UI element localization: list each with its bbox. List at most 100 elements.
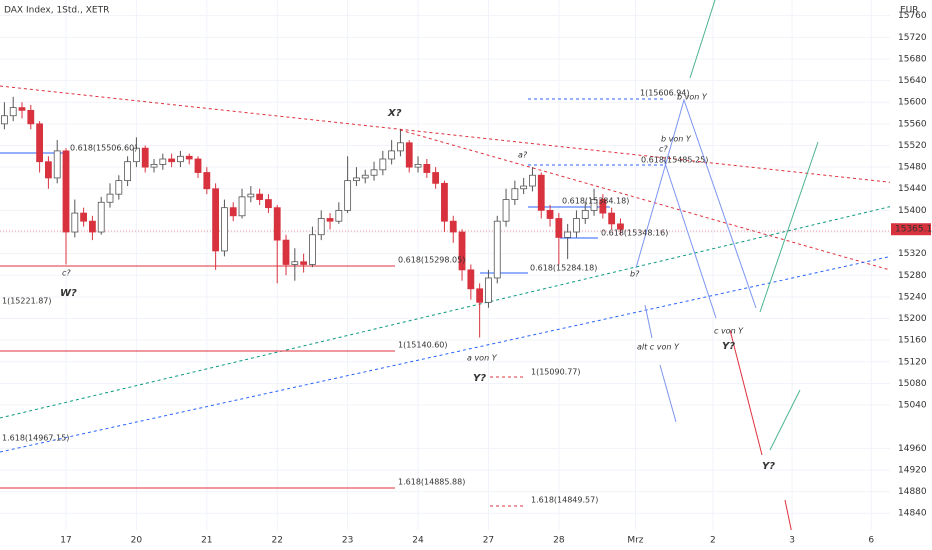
x-tick-label: 23 — [342, 536, 353, 546]
x-tick-label: 3 — [789, 536, 795, 546]
candle-body — [449, 220, 457, 233]
candle-body — [467, 269, 475, 290]
x-tick-label: 17 — [60, 536, 71, 546]
annotation: 1(15140.60) — [398, 341, 448, 350]
candle-body — [405, 142, 413, 168]
candle-body — [133, 147, 140, 163]
candle-body — [115, 180, 123, 195]
x-tick-label: 20 — [131, 536, 143, 546]
annotation: 1.618(14849.57) — [531, 496, 598, 505]
y-tick-label: 15320 — [898, 249, 927, 259]
path-arrow — [759, 141, 819, 313]
currency-label: EUR — [900, 6, 919, 16]
candle-body — [581, 209, 589, 219]
candle-body — [9, 107, 17, 117]
path-arrow — [689, 0, 716, 79]
annotation: c? — [62, 269, 71, 278]
candle-body — [185, 155, 193, 160]
annotation: Y? — [722, 341, 735, 352]
annotation: a? — [518, 151, 528, 160]
candle-body — [177, 155, 184, 163]
annotations: 0.618(15506.60) c? W? 1(15221.87) X? 0.618(15… — [2, 89, 775, 505]
candle-body — [168, 158, 176, 163]
candle-body — [502, 199, 510, 222]
candle-body — [89, 220, 96, 233]
candle-body — [282, 239, 290, 265]
y-tick-label: 15280 — [898, 271, 927, 281]
annotation: 0.618(15348.16) — [601, 229, 668, 238]
candle-body — [529, 174, 536, 187]
candle-body — [608, 212, 616, 225]
y-tick-label: 15600 — [898, 98, 927, 108]
annotation: alt c von Y — [637, 343, 680, 352]
x-tick-label: 2 — [710, 536, 716, 546]
candle-body — [441, 182, 448, 222]
candle-body — [458, 231, 466, 271]
annotation: Y? — [473, 373, 486, 384]
annotation: c von Y — [714, 327, 744, 336]
candle-body — [555, 218, 563, 238]
candle-body — [212, 188, 220, 252]
annotation: 0.618(15384.18) — [562, 197, 629, 206]
candle-body — [159, 158, 167, 165]
annotation: a von Y — [467, 354, 498, 363]
candle-body — [476, 288, 484, 303]
candle-body — [203, 172, 211, 190]
x-tick-label: 21 — [201, 536, 212, 546]
candle-body — [590, 199, 598, 211]
candle-body — [256, 193, 264, 200]
x-tick-label: 6 — [868, 536, 874, 546]
path-arrow — [644, 304, 653, 339]
candle-body — [344, 180, 352, 211]
candle-body — [194, 158, 202, 173]
path-arrow — [729, 329, 763, 456]
y-tick-label: 15160 — [898, 336, 927, 346]
candle-body — [97, 201, 105, 233]
candle-body — [573, 218, 580, 233]
y-tick-label: 15080 — [898, 379, 927, 389]
annotation: 0.618(15485.25) — [641, 156, 708, 165]
candle-body — [335, 209, 343, 222]
y-tick-label: 15440 — [898, 184, 927, 194]
candle-body — [71, 212, 79, 233]
candle-body — [617, 223, 624, 230]
path-arrow — [659, 364, 677, 423]
drawings — [0, 0, 898, 549]
annotation: W? — [60, 288, 77, 299]
candle-body — [537, 174, 545, 211]
y-tick-label: 15560 — [898, 119, 927, 129]
annotation: 0.618(15284.18) — [530, 264, 597, 273]
chart-title: DAX Index, 1Std., XETR — [4, 6, 109, 16]
candle-body — [238, 196, 246, 217]
candle-body — [247, 193, 255, 198]
y-tick-label: 14880 — [898, 487, 927, 497]
candle-body — [150, 164, 158, 168]
last-price-box — [891, 223, 931, 236]
path-arrow — [635, 98, 757, 309]
last-price-label: 15365.14 — [895, 225, 932, 235]
candle-body — [493, 220, 501, 279]
candle-body — [388, 150, 396, 160]
candle-body — [432, 172, 440, 184]
annotation: c? — [659, 145, 668, 154]
candle-body — [141, 147, 149, 168]
price-axis — [890, 0, 932, 550]
candle-body — [520, 185, 528, 190]
grid — [0, 0, 890, 530]
y-tick-label: 15680 — [898, 54, 927, 64]
y-tick-label: 15040 — [898, 401, 927, 411]
candle-body — [273, 207, 281, 241]
trend-line — [0, 254, 898, 453]
candle-body — [370, 169, 378, 176]
path-arrow — [769, 389, 801, 451]
y-tick-label: 15240 — [898, 292, 927, 302]
candle-body — [423, 164, 431, 173]
candle-body — [53, 150, 61, 179]
annotation: X? — [387, 108, 402, 119]
candle-body — [300, 261, 308, 265]
candle-body — [27, 109, 35, 125]
annotation: Y? — [762, 461, 775, 472]
candle-body — [36, 123, 44, 163]
y-tick-label: 14920 — [898, 465, 927, 475]
y-tick-label: 15640 — [898, 76, 927, 86]
